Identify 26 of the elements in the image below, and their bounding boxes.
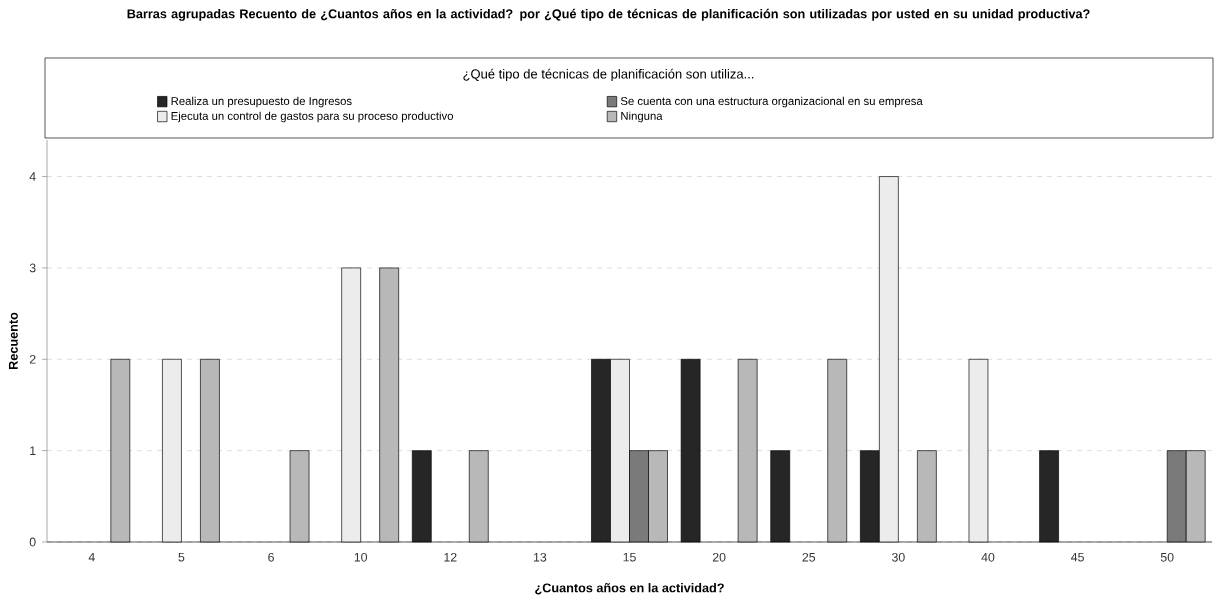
x-axis-title: ¿Cuantos años en la actividad? [535,583,724,595]
x-tick-label: 6 [268,552,274,562]
y-tick-label: 2 [29,354,36,364]
x-tick-label: 40 [981,552,995,562]
y-tick-label: 0 [29,537,36,547]
y-tick-label: 1 [30,446,36,455]
y-tick-label: 4 [29,172,36,181]
x-tick-label: 12 [444,552,457,562]
x-tick-label: 25 [802,552,816,562]
legend-title: ¿Qué tipo de técnicas de planificación son utiliza... [463,68,754,82]
x-tick-label: 30 [891,552,905,562]
y-axis-title: Recuento [8,312,18,370]
x-tick-label: 10 [354,552,368,562]
legend-label: Realiza un presupuesto de Ingresos [171,96,352,108]
legend-label: Ninguna [621,111,663,123]
x-tick-label: 13 [533,552,547,562]
legend-label: Ejecuta un control de gastos para su proceso productivo [171,111,454,123]
legend-label: Se cuenta con una estructura organizacional en su empresa [620,96,923,108]
x-tick-label: 5 [178,552,185,562]
y-tick-label: 3 [29,263,36,273]
x-tick-label: 15 [623,552,636,562]
x-tick-label: 50 [1160,552,1174,562]
chart-title: Barras agrupadas Recuento de ¿Cuantos años en la actividad? por ¿Qué tipo de técnicas de planificación son utilizadas por usted en su unidad productiva? [127,8,1090,21]
x-tick-label: 20 [712,552,726,562]
x-tick-label: 45 [1071,552,1084,562]
x-tick-label: 4 [88,552,95,562]
